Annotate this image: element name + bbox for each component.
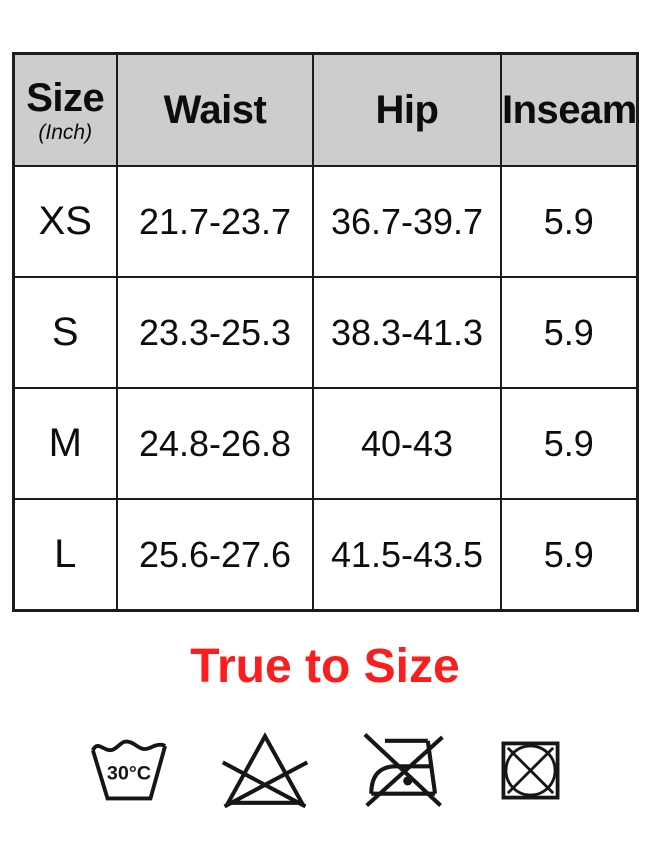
do-not-iron-icon (359, 729, 451, 811)
header-size-unit: (Inch) (38, 120, 93, 144)
wash-temp-label: 30°C (107, 762, 151, 784)
table-row-s: S 23.3-25.3 38.3-41.3 5.9 (12, 276, 638, 389)
header-size-label: Size (26, 75, 105, 120)
cell-m-inseam: 5.9 (500, 387, 638, 500)
table-row-m: M 24.8-26.8 40-43 5.9 (12, 387, 638, 500)
cell-l-inseam: 5.9 (500, 498, 638, 612)
cell-xs-size: XS (12, 165, 118, 278)
size-table: Size (Inch) Waist Hip Inseam XS 21.7-23.… (11, 52, 639, 612)
cell-l-hip: 41.5-43.5 (312, 498, 502, 612)
header-cell-hip: Hip (312, 52, 502, 167)
cell-xs-inseam: 5.9 (500, 165, 638, 278)
do-not-tumble-dry-icon (499, 739, 562, 802)
cell-s-waist: 23.3-25.3 (116, 276, 314, 389)
cell-xs-waist: 21.7-23.7 (116, 165, 314, 278)
do-not-bleach-icon (220, 730, 310, 810)
cell-s-hip: 38.3-41.3 (312, 276, 502, 389)
cell-m-hip: 40-43 (312, 387, 502, 500)
table-row-l: L 25.6-27.6 41.5-43.5 5.9 (12, 498, 638, 612)
table-row-xs: XS 21.7-23.7 36.7-39.7 5.9 (12, 165, 638, 278)
cell-m-waist: 24.8-26.8 (116, 387, 314, 500)
true-to-size-tagline: True to Size (190, 640, 460, 693)
header-cell-inseam: Inseam (500, 52, 638, 167)
size-table-body: XS 21.7-23.7 36.7-39.7 5.9 S 23.3-25.3 3… (12, 165, 638, 612)
header-cell-size: Size (Inch) (12, 52, 118, 167)
cell-m-size: M (12, 387, 118, 500)
header-cell-waist: Waist (116, 52, 314, 167)
cell-s-inseam: 5.9 (500, 276, 638, 389)
header-row: Size (Inch) Waist Hip Inseam (12, 52, 638, 167)
size-table-header: Size (Inch) Waist Hip Inseam (12, 52, 638, 167)
cell-l-waist: 25.6-27.6 (116, 498, 314, 612)
cell-l-size: L (12, 498, 118, 612)
wash-30c-icon: 30°C (86, 733, 172, 807)
care-symbols-row: 30°C (86, 725, 562, 815)
cell-s-size: S (12, 276, 118, 389)
cell-xs-hip: 36.7-39.7 (312, 165, 502, 278)
